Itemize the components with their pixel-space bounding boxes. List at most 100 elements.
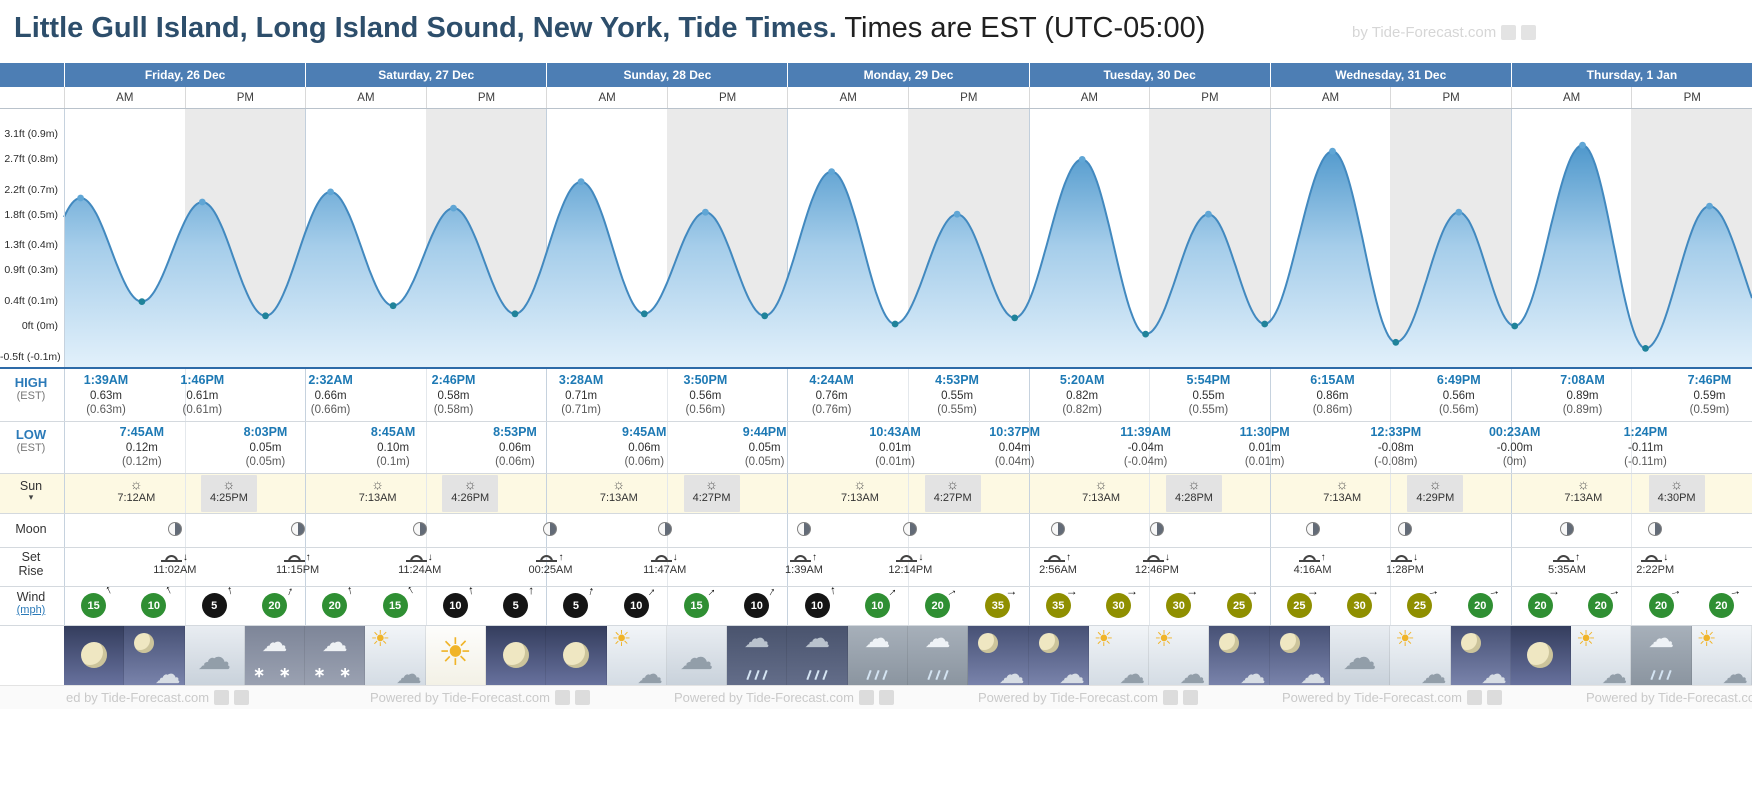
header-watermark: by Tide-Forecast.com bbox=[1352, 24, 1537, 41]
wind-badge: 25 → bbox=[1226, 584, 1259, 618]
ampm-label: AM bbox=[1269, 87, 1391, 108]
moon-set-icon: ↓ bbox=[1376, 550, 1434, 564]
wind-badge: 20 → bbox=[1467, 583, 1501, 618]
share-icon[interactable] bbox=[1521, 25, 1537, 40]
weather-icon: ☁ bbox=[1269, 625, 1330, 685]
moon-dome bbox=[164, 555, 178, 562]
share-icon[interactable] bbox=[858, 690, 874, 705]
ampm-label: AM bbox=[787, 87, 908, 108]
sun-glyph: ☀ bbox=[611, 626, 632, 651]
tide-height-primary: 0.58m bbox=[437, 389, 470, 402]
day-divider-line bbox=[1510, 369, 1512, 625]
weather-icon: ☀ ☁ bbox=[1390, 625, 1451, 685]
cloud-glyph: ☁ bbox=[321, 627, 348, 657]
tide-marker-low bbox=[1642, 345, 1649, 352]
tide-marker-low bbox=[1142, 330, 1149, 338]
high-tide-entry: 4:24AM 0.76m (0.76m) bbox=[792, 373, 872, 417]
weather-icon: ☁ bbox=[727, 625, 788, 685]
wind-badge: 20 → bbox=[262, 583, 297, 618]
tide-time: 8:45AM bbox=[370, 425, 416, 439]
high-tide-entry: 7:46PM 0.59m (0.59m) bbox=[1669, 373, 1749, 417]
tide-marker-low bbox=[1011, 314, 1019, 322]
tide-height-primary: 0.05m bbox=[249, 441, 282, 454]
low-tide-entry: 1:24PM -0.11m (-0.11m) bbox=[1605, 425, 1685, 469]
moon-set-time: 12:14PM bbox=[888, 564, 933, 576]
sunrise-time: 7:13AM bbox=[599, 492, 638, 504]
wind-badge: 30 → bbox=[1166, 584, 1198, 618]
moon-glyph bbox=[1279, 633, 1300, 653]
tide-marker-high bbox=[1706, 202, 1713, 210]
sun-label: Sun bbox=[19, 479, 43, 493]
share-icon[interactable] bbox=[234, 690, 250, 705]
tide-marker-low bbox=[1261, 320, 1269, 328]
sun-glyph: ☀ bbox=[438, 632, 473, 675]
moon-rise-icon: ↑ bbox=[1284, 550, 1342, 564]
sunrise-icon: ☼ bbox=[1576, 476, 1590, 492]
sun-glyph: ☀ bbox=[1395, 626, 1416, 651]
tide-time: 7:46PM bbox=[1687, 373, 1732, 387]
tide-time: 7:45AM bbox=[119, 425, 165, 439]
moon-set-time: 11:47AM bbox=[643, 564, 687, 576]
high-tide-entry: 5:20AM 0.82m (0.82m) bbox=[1042, 373, 1122, 417]
share-icon[interactable] bbox=[574, 690, 590, 705]
moon-dome bbox=[1645, 555, 1659, 562]
tide-time: 3:28AM bbox=[558, 373, 604, 387]
footer-watermark: Powered by Tide-Forecast.com bbox=[1282, 690, 1502, 705]
tide-time: 00:23AM bbox=[1488, 425, 1541, 439]
set-arrow-icon: ↓ bbox=[1663, 552, 1669, 563]
day-divider-line bbox=[1028, 109, 1030, 369]
sunset-icon: ☼ bbox=[946, 476, 960, 492]
y-axis-label: 0.9ft (0.3m) bbox=[4, 264, 58, 277]
set-arrow-icon: ↓ bbox=[918, 552, 924, 563]
weather-icon: ☁ bbox=[1209, 625, 1270, 685]
weather-icon: ☁ bbox=[847, 625, 908, 685]
share-icon[interactable] bbox=[1466, 690, 1482, 705]
tide-time: 7:08AM bbox=[1560, 373, 1605, 387]
row-divider bbox=[0, 586, 1752, 587]
share-icon[interactable] bbox=[878, 690, 894, 705]
moon-phase-row bbox=[0, 513, 1752, 547]
weather-icon: ☀ ☁ bbox=[1088, 625, 1150, 685]
moon-set-time: 11:24AM bbox=[398, 564, 442, 576]
cloud-glyph: ☁ bbox=[998, 659, 1025, 685]
sunset-icon: ☼ bbox=[1187, 476, 1201, 492]
low-tide-entry: 11:39AM -0.04m (-0.04m) bbox=[1106, 425, 1186, 469]
rise-arrow-icon: ↑ bbox=[305, 552, 311, 563]
weather-icon bbox=[486, 625, 547, 685]
sun-glyph: ☀ bbox=[1576, 626, 1596, 651]
tide-marker-low bbox=[891, 320, 899, 328]
set-label: Set bbox=[21, 550, 41, 564]
share-icon[interactable] bbox=[214, 690, 230, 705]
sunset-time: 4:30PM bbox=[1657, 492, 1696, 504]
share-icon[interactable] bbox=[1486, 690, 1502, 705]
cloud-glyph: ☁ bbox=[1179, 659, 1206, 685]
low-tide-entry: 9:44PM 0.05m (0.05m) bbox=[725, 425, 805, 469]
low-tide-entry: 9:45AM 0.06m (0.06m) bbox=[604, 425, 684, 469]
moon-dome bbox=[409, 555, 423, 562]
sunrise-icon: ☼ bbox=[612, 476, 626, 492]
share-icon[interactable] bbox=[1162, 690, 1178, 705]
moon-dome bbox=[1556, 555, 1570, 562]
tide-time: 1:46PM bbox=[180, 373, 225, 387]
tide-marker-high bbox=[77, 194, 84, 202]
share-icon[interactable] bbox=[1182, 690, 1198, 705]
wind-badge: 20 → bbox=[1708, 583, 1742, 618]
tide-marker-high bbox=[828, 168, 835, 175]
rise-label: Rise bbox=[18, 564, 44, 578]
cloud-glyph: ☁ bbox=[261, 627, 288, 657]
footer-watermark: Powered by Tide-Forecast.com bbox=[978, 690, 1198, 705]
day-divider-line bbox=[1269, 369, 1271, 625]
share-icon[interactable] bbox=[554, 690, 570, 705]
sunset-entry: ☼ 4:28PM bbox=[1166, 475, 1223, 512]
tide-height-secondary: (0.63m) bbox=[86, 404, 126, 416]
moon-row-label: Moon bbox=[0, 522, 62, 536]
share-icon[interactable] bbox=[1501, 25, 1517, 40]
est-label: (EST) bbox=[16, 442, 46, 454]
moon-dome bbox=[540, 555, 554, 562]
y-axis-label: 2.7ft (0.8m) bbox=[4, 152, 58, 165]
cloud-glyph: ☁ bbox=[1239, 659, 1266, 685]
sunrise-time: 7:13AM bbox=[840, 492, 879, 504]
sunrise-entry: ☼ 7:13AM bbox=[1073, 475, 1129, 504]
wind-unit-link[interactable]: (mph) bbox=[16, 604, 46, 616]
sunrise-time: 7:13AM bbox=[358, 492, 397, 504]
